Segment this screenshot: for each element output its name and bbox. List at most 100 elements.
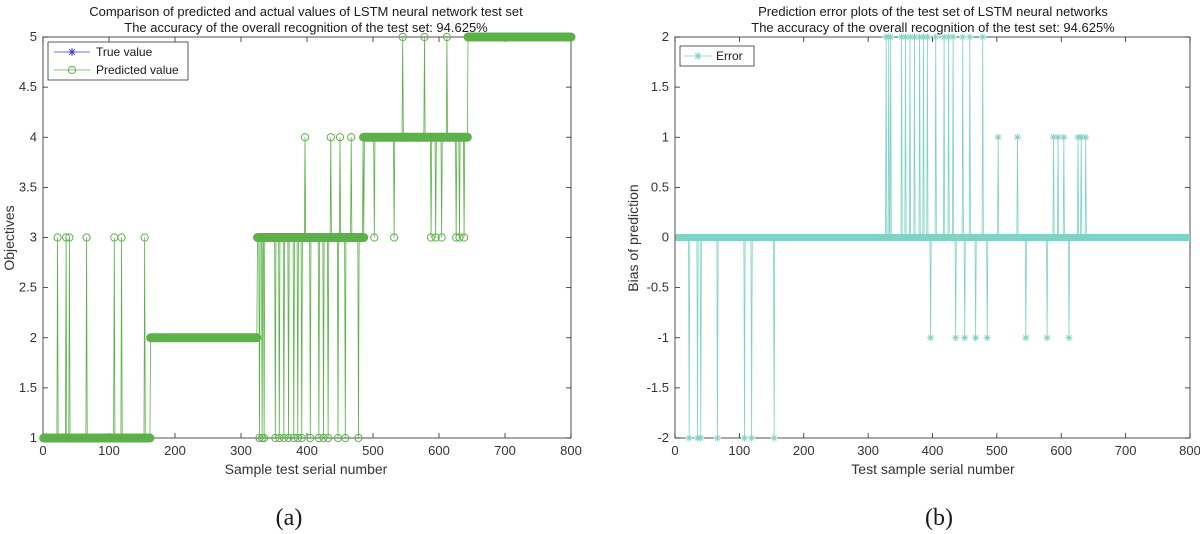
- predicted-value-point: [326, 133, 335, 142]
- predicted-value-point: [284, 433, 293, 443]
- predicted-value-point: [258, 433, 267, 443]
- predicted-value-point: [279, 433, 288, 443]
- error-point: [983, 334, 991, 342]
- legend-error-marker: [694, 52, 702, 60]
- error-point: [949, 33, 957, 41]
- legend-true-value-symbol: [54, 48, 90, 56]
- predicted-value-point: [390, 233, 399, 242]
- legend-error-symbol: [684, 52, 712, 60]
- chart-a-xtick-label: 200: [164, 443, 186, 458]
- predicted-value-point: [455, 233, 464, 242]
- error-point: [979, 33, 987, 41]
- predicted-value-point: [275, 433, 284, 443]
- chart-b-xlabel: Test sample serial number: [851, 461, 1015, 477]
- error-line: [675, 36, 1190, 439]
- predicted-value-point: [354, 433, 363, 443]
- chart-b-xtick-label: 800: [1179, 443, 1200, 458]
- predicted-value-point: [62, 233, 71, 242]
- error-point: [972, 334, 980, 342]
- chart-a-xtick-label: 300: [230, 443, 252, 458]
- legend-error-label: Error: [716, 49, 743, 63]
- chart-a-ytick-label: 4: [30, 129, 37, 144]
- chart-b-title: Prediction error plots of the test set o…: [758, 4, 1108, 19]
- error-point: [741, 434, 749, 442]
- legend-true-value-marker: [68, 48, 76, 56]
- predicted-value-point: [306, 433, 315, 443]
- chart-b-plot-area: 0 100 200 300 400 500 600 700 800 -2 -1.5 -1 -0.5 0 0.…: [647, 29, 1200, 458]
- chart-b-xtick-label: 300: [857, 443, 879, 458]
- chart-a-ytick-label: 2: [30, 330, 37, 345]
- predicted-value-point: [370, 233, 379, 242]
- predicted-value-point: [255, 433, 264, 443]
- predicted-value-point: [437, 233, 446, 242]
- error-point: [1022, 334, 1030, 342]
- error-point: [927, 334, 935, 342]
- chart-a-xtick-label: 400: [296, 443, 318, 458]
- chart-a-xtick-label: 500: [362, 443, 384, 458]
- predicted-value-point: [293, 433, 302, 443]
- legend-b-box: [679, 45, 755, 67]
- predicted-value-point: [442, 32, 452, 42]
- chart-a-ytick-label: 1: [30, 430, 37, 445]
- error-point: [697, 434, 705, 442]
- chart-b-subtitle: The accuracy of the overall recognition …: [751, 20, 1115, 35]
- chart-a-xtick-label: 0: [39, 443, 46, 458]
- predicted-value-point: [289, 433, 298, 443]
- legend-predicted-value-label: Predicted value: [96, 63, 179, 77]
- error-point: [961, 334, 969, 342]
- chart-b-ytick-label: -2: [657, 430, 669, 445]
- chart-b-xtick-label: 0: [671, 443, 678, 458]
- chart-b-xtick-label: 600: [1050, 443, 1072, 458]
- error-point: [1082, 133, 1090, 141]
- legend-predicted-value-symbol: [54, 65, 90, 75]
- predicted-value-point: [297, 433, 306, 443]
- error-point: [952, 334, 960, 342]
- error-point: [1065, 334, 1073, 342]
- predicted-value-point: [335, 133, 345, 142]
- chart-a-plot-area: 0 100 200 300 400 500 600 700 800 1 1.5 2 2.5 3 3.5 4 4.…: [19, 29, 582, 458]
- chart-a-title: Comparison of predicted and actual value…: [89, 4, 523, 19]
- chart-a-xtick-label: 600: [428, 443, 450, 458]
- predicted-value-point: [359, 133, 368, 142]
- chart-a-xtick-label: 800: [560, 443, 582, 458]
- error-point: [994, 133, 1002, 141]
- error-point: [959, 33, 967, 41]
- predicted-value-line: [43, 36, 571, 439]
- predicted-value-point: [300, 133, 310, 142]
- chart-a-xtick-label: 700: [494, 443, 516, 458]
- chart-b-legend: Error: [679, 45, 755, 67]
- error-point: [923, 33, 931, 41]
- chart-a-xtick-label: 100: [98, 443, 120, 458]
- chart-b-ytick-label: 1.5: [651, 79, 669, 94]
- error-point: [1013, 133, 1021, 141]
- chart-b-ytick-label: 0: [662, 230, 669, 245]
- legend-predicted-value-marker: [67, 65, 77, 75]
- error-point: [1054, 133, 1062, 141]
- predicted-value-point: [53, 233, 62, 242]
- chart-a-ylabel: Objectives: [1, 205, 17, 270]
- chart-panel-b: Prediction error plots of the test set o…: [625, 4, 1200, 531]
- chart-a-ytick-label: 2.5: [19, 280, 37, 295]
- chart-b-xtick-label: 100: [729, 443, 751, 458]
- chart-b-xtick-label: 200: [793, 443, 815, 458]
- predicted-value-point: [140, 233, 149, 242]
- chart-b-ytick-label: -0.5: [647, 280, 669, 295]
- chart-b-ytick-label: 1: [662, 129, 669, 144]
- chart-b-ylabel: Bias of prediction: [625, 184, 641, 291]
- chart-b-ytick-label: 0.5: [651, 179, 669, 194]
- error-point: [1043, 334, 1051, 342]
- predicted-value-point: [110, 233, 119, 242]
- chart-a-ytick-label: 3: [30, 230, 37, 245]
- error-point: [770, 434, 778, 442]
- predicted-value-point: [341, 433, 350, 443]
- error-point: [685, 434, 693, 442]
- error-point: [748, 434, 756, 442]
- predicted-value-point: [452, 233, 461, 242]
- panel-a-caption: (a): [276, 505, 303, 531]
- predicted-value-point: [347, 133, 356, 142]
- error-point: [713, 434, 721, 442]
- predicted-value-point: [314, 433, 323, 443]
- chart-b-xtick-label: 700: [1115, 443, 1137, 458]
- error-point: [1060, 133, 1068, 141]
